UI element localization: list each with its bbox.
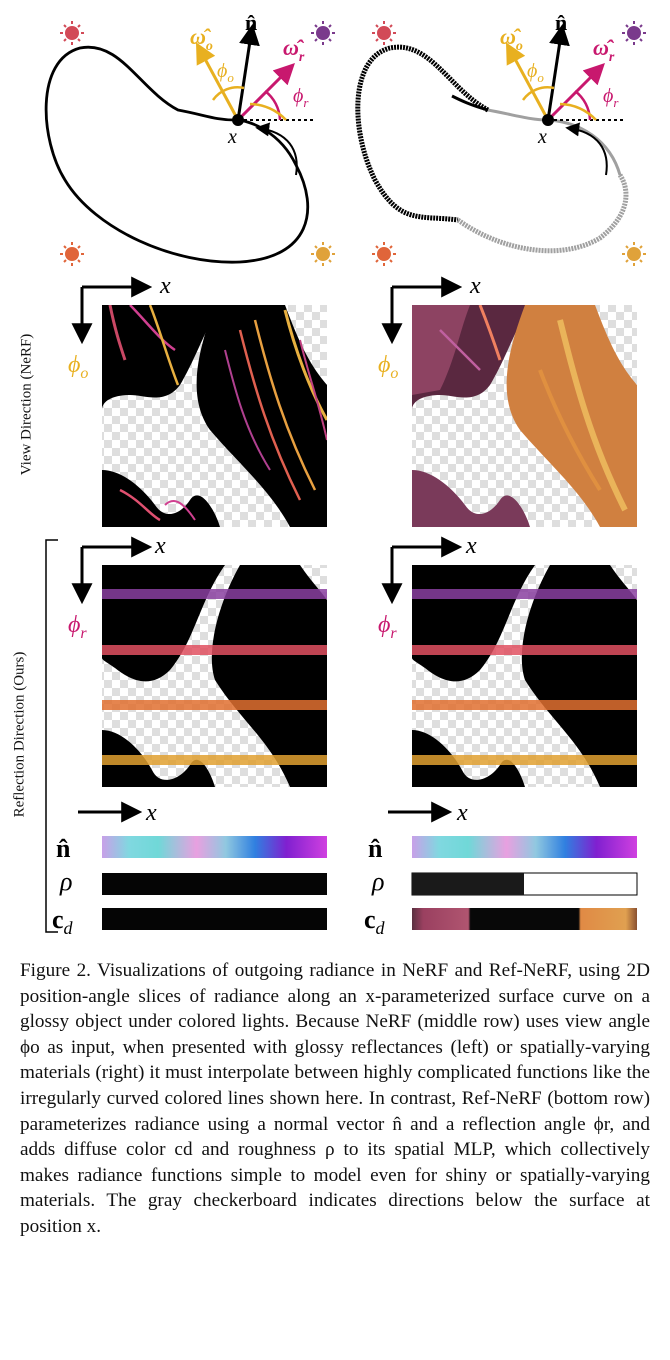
view-left-phi-o-symbol: ϕ	[68, 352, 80, 378]
bars-left-normal-label: n̂	[56, 834, 71, 863]
sun-icon-bottom-right-1	[311, 242, 335, 266]
bar-right-cd	[412, 908, 637, 930]
reflection-panel-right	[412, 565, 637, 787]
reflection-right-phi-r: ϕr	[378, 612, 397, 642]
figure-caption: Figure 2. Visualizations of outgoing rad…	[20, 958, 650, 1240]
sun-icon-top-right-1	[311, 21, 335, 45]
reflection-row-bracket	[45, 539, 58, 933]
bar-right-normal	[412, 836, 637, 858]
bars-left-rho-label: ρ	[59, 867, 72, 896]
phi-r-sub-tl: r	[303, 95, 309, 110]
reflection-left-x-label: x	[154, 533, 166, 559]
view-panel-left	[102, 305, 327, 527]
bars-right-x-label: x	[456, 800, 468, 826]
phi-r-symbol-tr: ϕ	[603, 85, 613, 107]
bars-right-cd-sub: d	[376, 918, 386, 938]
phi-r-top-right: ϕr	[603, 85, 619, 110]
sun-icon-top-left-2	[372, 21, 396, 45]
bars-right-normal-label: n̂	[368, 834, 383, 863]
view-left-x-label: x	[159, 273, 171, 299]
view-left-phi-o-sub: o	[80, 365, 88, 382]
omega-r-sub-tr: r	[609, 50, 615, 65]
sun-icon-top-left-1	[60, 21, 84, 45]
reflection-right-x-label: x	[465, 533, 477, 559]
phi-o-top-left: ϕo	[217, 60, 234, 85]
view-right-x-label: x	[469, 273, 481, 299]
bars-left-x-label: x	[145, 800, 157, 826]
omega-r-top-right: ω̂r	[593, 35, 615, 65]
sun-icon-top-right-2	[622, 21, 646, 45]
position-x-top-left: x	[227, 126, 237, 148]
omega-r-sub-tl: r	[299, 50, 305, 65]
reflection-right-phi-r-sub: r	[390, 625, 397, 642]
omega-o-sub-tr: o	[516, 39, 523, 54]
caption-text: Figure 2. Visualizations of outgoing rad…	[20, 960, 650, 1237]
top-right-diagram	[355, 23, 629, 254]
phi-o-sub-tl: o	[227, 70, 234, 85]
sun-icon-bottom-right-2	[622, 242, 646, 266]
reflection-left-phi-r-sub: r	[80, 625, 87, 642]
phi-r-sub-tr: r	[613, 95, 619, 110]
position-x-top-right: x	[537, 126, 547, 148]
view-left-phi-o: ϕo	[68, 352, 88, 382]
top-left-diagram	[44, 23, 315, 264]
sun-icon-bottom-left-2	[372, 242, 396, 266]
phi-o-symbol-tl: ϕ	[217, 60, 227, 82]
sun-icon-bottom-left-1	[60, 242, 84, 266]
omega-r-top-left: ω̂r	[283, 35, 305, 65]
figure-2: x n̂ ω̂o ω̂r ϕo ϕr x n̂ ω̂o ω̂r ϕo ϕr	[11, 10, 646, 938]
omega-o-sub-tl: o	[206, 39, 213, 54]
reflection-left-phi-r-symbol: ϕ	[68, 612, 80, 638]
bar-left-cd	[102, 908, 327, 930]
bar-left-rho	[102, 873, 327, 895]
bar-left-normal	[102, 836, 327, 858]
normal-label-top-left: n̂	[245, 10, 257, 35]
bars-left-cd-symbol: c	[52, 905, 64, 934]
bars-left-cd-label: cd	[52, 905, 74, 938]
reflection-panel-left	[102, 565, 327, 787]
view-right-phi-o-symbol: ϕ	[378, 352, 390, 378]
bars-right-rho-label: ρ	[371, 867, 384, 896]
phi-o-top-right: ϕo	[527, 60, 544, 85]
phi-r-top-left: ϕr	[293, 85, 309, 110]
reflection-right-phi-r-symbol: ϕ	[378, 612, 390, 638]
figure-svg: x n̂ ω̂o ω̂r ϕo ϕr x n̂ ω̂o ω̂r ϕo ϕr	[44, 10, 646, 938]
reflection-left-phi-r: ϕr	[68, 612, 87, 642]
bars-right-cd-symbol: c	[364, 905, 376, 934]
phi-o-symbol-tr: ϕ	[527, 60, 537, 82]
view-right-phi-o-sub: o	[390, 365, 398, 382]
bars-right-cd-label: cd	[364, 905, 386, 938]
phi-r-symbol-tl: ϕ	[293, 85, 303, 107]
normal-label-top-right: n̂	[555, 10, 567, 35]
bar-right-rho-dark	[412, 873, 524, 895]
phi-o-sub-tr: o	[537, 70, 544, 85]
view-panel-right	[412, 305, 637, 527]
row-label-view: View Direction (NeRF)	[18, 333, 35, 476]
bars-left-cd-sub: d	[64, 918, 74, 938]
view-right-phi-o: ϕo	[378, 352, 398, 382]
row-label-reflection: Reflection Direction (Ours)	[11, 651, 28, 818]
